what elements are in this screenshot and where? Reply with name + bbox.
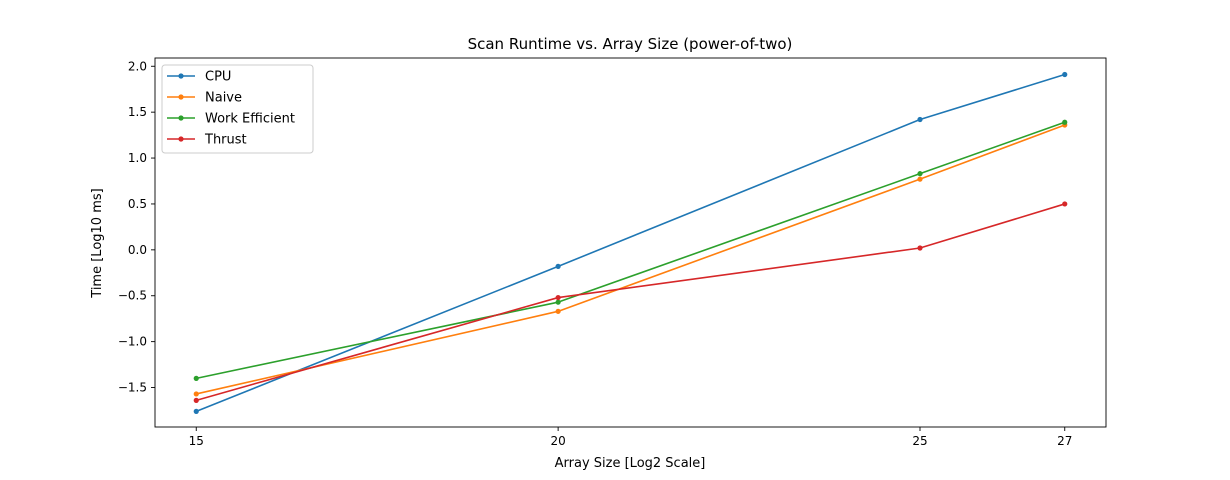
legend-label: Naive [205, 91, 242, 106]
chart-title: Scan Runtime vs. Array Size (power-of-tw… [468, 35, 793, 53]
y-tick-label: 2.0 [128, 59, 147, 73]
axes-layer: 15 20 25 27 2.0 1.5 1.0 0.5 0.0 −0.5 −1.0 −1.5 [118, 57, 1107, 448]
data-point [917, 176, 923, 182]
data-point [193, 375, 199, 381]
data-point [917, 245, 923, 251]
data-point [917, 171, 923, 177]
y-tick-label: −1.0 [118, 335, 147, 349]
series-3 [193, 201, 1068, 403]
series-line [196, 124, 1066, 395]
legend-label: Thrust [204, 133, 247, 148]
x-tick-label: 15 [189, 434, 204, 448]
data-point [1062, 71, 1068, 78]
legend-entry: CPU [167, 70, 231, 85]
legend-swatch-marker [178, 94, 184, 100]
legend-entry: Naive [167, 91, 242, 106]
y-tick-label: 1.5 [128, 105, 147, 119]
legend-box [161, 64, 314, 154]
y-tick-label: −0.5 [118, 289, 147, 303]
x-tick-label: 27 [1057, 434, 1072, 448]
series-layer [193, 71, 1068, 414]
y-tick-label: 1.0 [128, 151, 147, 165]
legend-swatch-marker [178, 115, 184, 121]
data-point [193, 408, 199, 414]
y-tick-label: 0.0 [128, 243, 147, 257]
y-tick-label: −1.5 [118, 381, 147, 395]
y-tick-label: 0.5 [128, 197, 147, 211]
legend-swatch-marker [178, 73, 184, 79]
data-point [555, 294, 561, 301]
data-point [193, 397, 199, 403]
series-line [195, 73, 1065, 413]
data-point [1062, 119, 1068, 125]
x-axis-label: Array Size [Log2 Scale] [555, 456, 706, 471]
series-2 [193, 119, 1068, 381]
plot-frame [154, 57, 1107, 428]
data-point [1062, 201, 1068, 207]
legend: CPU Naive Work Efficient Thrust [161, 64, 314, 154]
x-tick-label: 20 [550, 434, 565, 448]
x-tick-label: 25 [912, 434, 927, 448]
legend-entry: Work Efficient [167, 112, 295, 127]
data-point [917, 116, 923, 123]
legend-swatch-marker [178, 136, 184, 142]
series-line [196, 121, 1066, 380]
data-point [555, 308, 561, 314]
legend-entry: Thrust [167, 133, 247, 148]
legend-label: Work Efficient [205, 112, 295, 127]
series-line [196, 203, 1065, 402]
legend-label: CPU [205, 70, 231, 85]
data-point [555, 263, 561, 269]
data-point [193, 391, 199, 397]
series-0 [193, 71, 1068, 414]
y-axis-label: Time [Log10 ms] [90, 188, 105, 298]
data-point [555, 299, 561, 305]
